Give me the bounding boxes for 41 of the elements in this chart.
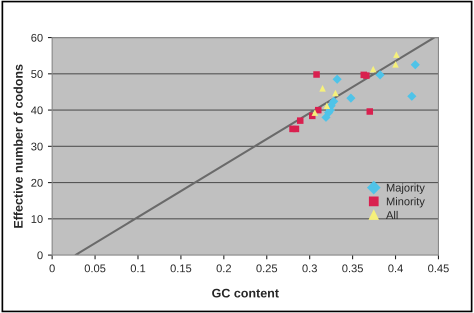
y-tick-label: 60: [31, 34, 43, 42]
y-tick-label: 30: [31, 142, 43, 150]
x-tick-label: 0.4: [388, 264, 403, 272]
point: [319, 85, 326, 92]
y-tick-label: 20: [31, 178, 43, 187]
legend-label: Majority: [386, 183, 425, 194]
point: [393, 51, 400, 58]
y-tick-label: 40: [31, 106, 43, 114]
point: [410, 60, 420, 70]
x-tick-label: 0.1: [130, 264, 146, 272]
point: [296, 117, 304, 124]
point: [321, 112, 331, 122]
x-tick-label: 0.15: [170, 264, 192, 272]
point: [363, 72, 370, 79]
point: [332, 74, 342, 84]
x-axis-title: GC content: [212, 288, 279, 298]
point: [392, 61, 399, 68]
point: [332, 90, 339, 96]
point: [292, 126, 300, 132]
y-tick-label: 10: [32, 215, 43, 223]
point: [407, 92, 416, 101]
x-tick-label: 0.3: [302, 264, 317, 272]
y-tick-label: 50: [31, 70, 43, 78]
x-tick-label: 0.25: [256, 264, 278, 272]
x-tick-label: 0.45: [428, 264, 449, 272]
point: [313, 71, 320, 78]
y-tick-label: 0: [37, 251, 43, 260]
y-axis-title: Effective number of codons: [14, 64, 23, 228]
point: [366, 108, 374, 115]
x-tick-label: 0.35: [342, 264, 363, 272]
point: [312, 109, 318, 116]
legend-label: Minority: [386, 197, 425, 208]
x-tick-label: 0: [49, 264, 55, 272]
point: [375, 70, 385, 80]
point: [315, 106, 322, 114]
point: [324, 102, 330, 109]
x-tick-label: 0.05: [84, 264, 106, 272]
legend-label: All: [386, 210, 398, 219]
point: [346, 94, 356, 103]
point: [370, 66, 376, 72]
x-tick-label: 0.2: [216, 264, 231, 272]
